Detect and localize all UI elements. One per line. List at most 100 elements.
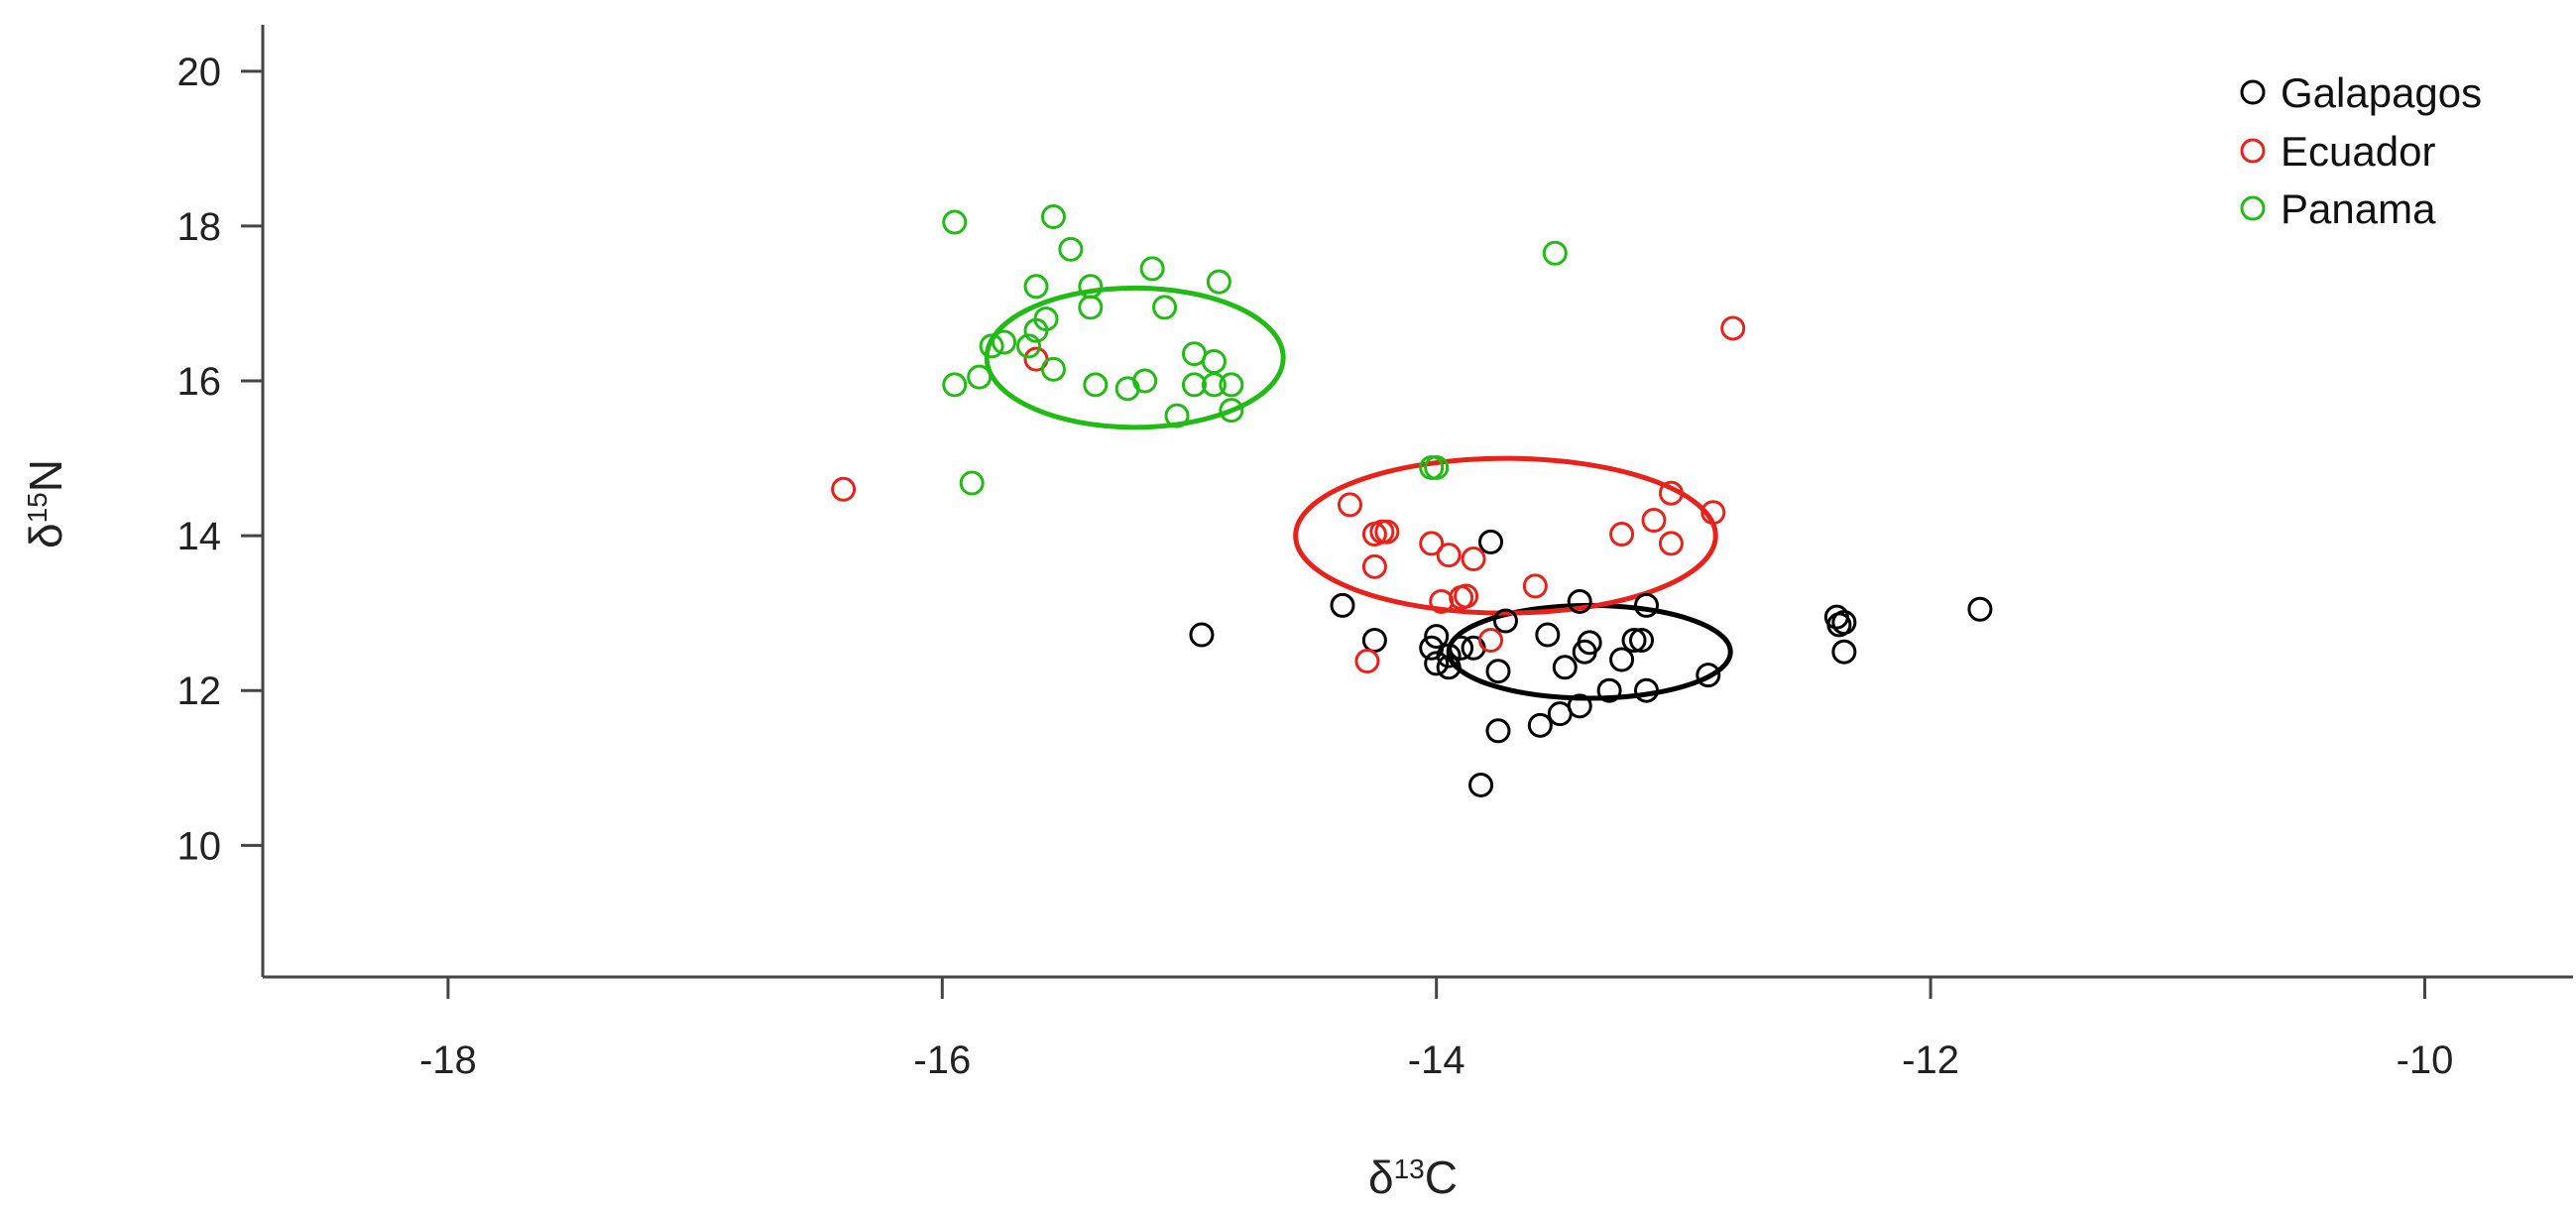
point-ecuador [1720,315,1746,341]
legend-marker-ecuador [2240,138,2266,164]
point-panama [1542,240,1568,266]
point-panama [1078,295,1104,320]
point-galapagos [1967,596,1993,622]
point-galapagos [1330,592,1355,618]
y-axis-ticks: 10 12 14 16 18 20 [177,51,263,868]
data-points [831,204,1993,797]
point-galapagos [1547,701,1573,727]
point-ecuador [1478,627,1504,653]
point-galapagos [1596,677,1622,703]
x-axis-title-prefix: δ [1368,1152,1394,1203]
point-panama [992,329,1017,355]
point-panama [1023,274,1049,300]
point-panama [967,364,993,390]
legend: Galapagos Ecuador Panama [2240,69,2482,232]
point-ecuador [831,476,857,502]
y-tick-label: 10 [177,824,222,868]
point-panama [1419,454,1445,480]
point-galapagos [1468,772,1494,797]
y-tick-label: 20 [177,51,222,94]
x-tick-label: -10 [2397,1038,2454,1082]
point-galapagos [1609,647,1635,672]
point-galapagos [1527,712,1553,738]
x-axis-title: δ13C [1368,1152,1458,1203]
point-panama [942,209,968,235]
y-tick-label: 16 [177,360,222,404]
x-tick-label: -14 [1408,1038,1465,1082]
point-galapagos [1552,655,1578,680]
point-galapagos [1449,635,1474,661]
axes: -18 -16 -14 -12 -10 10 12 14 16 18 20 [177,25,2573,1082]
point-galapagos [1189,622,1215,648]
point-ecuador [1361,553,1387,579]
point-galapagos [1535,622,1561,648]
point-panama [1058,236,1084,262]
point-galapagos [1424,624,1450,650]
point-panama [1201,349,1227,375]
y-axis-title-prefix: δ [20,523,71,548]
x-axis-ticks: -18 -16 -14 -12 -10 [419,977,2453,1082]
point-ecuador [1658,531,1684,556]
point-ecuador [1658,480,1684,506]
point-panama [959,470,985,496]
point-galapagos [1492,608,1518,634]
point-galapagos [1478,529,1504,554]
point-galapagos [1485,718,1511,744]
point-ecuador [1374,519,1400,545]
point-panama [1139,256,1165,282]
point-panama [1078,274,1104,300]
y-axis-title-suffix: N [20,459,71,492]
point-galapagos [1696,663,1721,688]
point-galapagos [1621,627,1647,653]
ellipse-panama [984,285,1286,430]
point-panama [1424,454,1450,480]
y-tick-label: 14 [177,515,222,558]
point-ecuador [1461,547,1486,572]
point-ecuador [1641,508,1667,534]
point-panama [942,372,968,398]
point-ecuador [1700,500,1726,526]
point-panama [1219,398,1244,424]
ellipse-ecuador [1293,455,1718,616]
point-galapagos [1436,643,1462,669]
x-tick-label: -18 [419,1038,477,1082]
point-panama [1132,368,1158,394]
point-panama [1219,372,1244,398]
point-galapagos [1424,651,1450,676]
point-ecuador [1609,522,1635,547]
point-galapagos [1572,639,1597,665]
point-galapagos [1634,592,1660,618]
point-panama [1164,403,1190,428]
point-panama [1023,317,1049,343]
y-axis-title: δ15N [20,459,71,548]
legend-marker-galapagos [2240,79,2266,105]
point-galapagos [1831,639,1857,665]
x-axis-title-suffix: C [1425,1152,1458,1203]
point-galapagos [1634,677,1660,703]
point-panama [1040,204,1066,230]
point-galapagos [1485,659,1511,684]
point-panama [979,333,1004,359]
point-panama [1040,356,1066,382]
legend-label-galapagos: Galapagos [2281,69,2482,116]
y-tick-label: 12 [177,669,222,713]
legend-marker-panama [2240,195,2266,221]
point-panama [1181,372,1207,398]
x-axis-title-superscript: 13 [1394,1154,1425,1184]
y-tick-label: 18 [177,205,222,249]
point-galapagos [1436,655,1462,680]
point-galapagos [1831,610,1857,636]
point-galapagos [1629,627,1655,653]
y-axis-title-superscript: 15 [22,492,53,523]
point-ecuador [1454,583,1479,609]
point-ecuador [1354,649,1380,674]
point-panama [1206,269,1231,295]
confidence-ellipses [984,285,1733,701]
legend-label-panama: Panama [2281,185,2436,232]
point-ecuador [1436,543,1462,568]
x-tick-label: -12 [1902,1038,1959,1082]
point-panama [1083,372,1109,398]
point-galapagos [1567,588,1592,614]
point-panama [1016,333,1042,359]
